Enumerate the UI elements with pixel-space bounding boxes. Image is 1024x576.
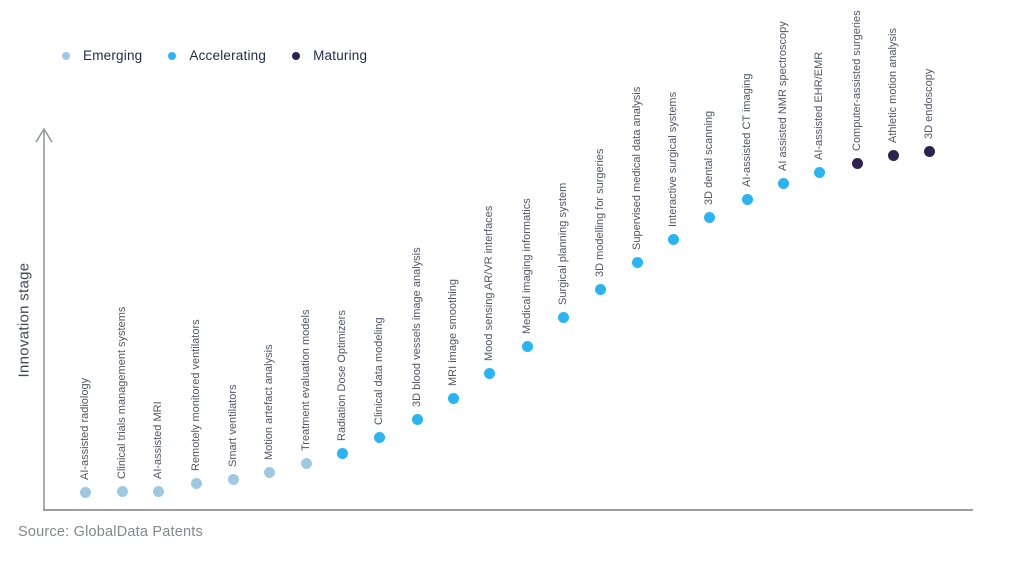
y-axis-arrow-icon xyxy=(35,127,53,143)
data-point xyxy=(373,431,385,443)
data-point-label: 3D blood vessels image analysis xyxy=(411,247,423,407)
legend-label-emerging: Emerging xyxy=(83,48,143,63)
data-point-label: Clinical data modeling xyxy=(373,317,385,425)
data-point-label: Supervised medical data analysis xyxy=(631,86,643,250)
emerging-dot-icon xyxy=(62,51,70,60)
data-point xyxy=(703,211,715,223)
data-point-label: Radiation Dose Optimizers xyxy=(336,310,348,441)
data-point-label: Smart ventilators xyxy=(227,384,239,467)
legend-item-accelerating: Accelerating xyxy=(168,48,266,63)
data-point xyxy=(667,233,679,245)
data-point-label: Treatment evaluation models xyxy=(300,309,312,451)
data-point xyxy=(851,157,863,169)
data-point-label: AI-assisted MRI xyxy=(152,401,164,479)
data-point xyxy=(447,392,459,404)
data-point-label: 3D modelling for surgeries xyxy=(594,148,606,277)
legend-item-emerging: Emerging xyxy=(62,48,142,63)
data-point-label: AI-assisted EHR/EMR xyxy=(813,51,825,160)
data-point xyxy=(190,477,202,489)
data-point xyxy=(521,340,533,352)
data-point xyxy=(813,166,825,178)
data-point-label: AI-assisted CT imaging xyxy=(741,73,753,187)
source-note: Source: GlobalData Patents xyxy=(18,524,203,540)
data-point-label: Surgical planning system xyxy=(557,182,569,305)
data-point-label: MRI image smoothing xyxy=(447,279,459,386)
data-point-label: AI assisted NMR spectroscopy xyxy=(777,21,789,171)
data-point xyxy=(263,466,275,478)
data-point xyxy=(152,485,164,497)
legend-label-accelerating: Accelerating xyxy=(189,48,267,63)
data-point xyxy=(300,457,312,469)
data-point xyxy=(923,145,935,157)
data-point-label: Mood sensing AR/VR interfaces xyxy=(483,205,495,361)
data-point-label: 3D dental scanning xyxy=(703,110,715,205)
data-point-label: Computer-assisted surgeries xyxy=(851,10,863,151)
data-point xyxy=(557,311,569,323)
data-point-label: Motion artefact analysis xyxy=(263,344,275,460)
data-point xyxy=(79,486,91,498)
data-point xyxy=(411,413,423,425)
legend-item-maturing: Maturing xyxy=(292,48,367,63)
accelerating-dot-icon xyxy=(168,51,177,60)
data-point xyxy=(227,473,239,485)
legend: Emerging Accelerating Maturing xyxy=(62,48,367,63)
data-point xyxy=(483,367,495,379)
data-point-label: AI-assisted radiology xyxy=(79,377,91,480)
maturing-dot-icon xyxy=(292,51,301,60)
data-point xyxy=(777,177,789,189)
data-point xyxy=(336,447,348,459)
y-axis-title: Innovation stage xyxy=(15,262,33,378)
data-point-label: 3D endoscopy xyxy=(923,68,935,139)
data-point xyxy=(594,283,606,295)
data-point xyxy=(631,256,643,268)
data-point-label: Clinical trials management systems xyxy=(116,306,128,479)
data-point-label: Interactive surgical systems xyxy=(667,91,679,227)
data-point xyxy=(741,193,753,205)
data-point-label: Athletic motion analysis xyxy=(887,28,899,143)
data-point-label: Medical imaging informatics xyxy=(521,198,533,334)
data-point-label: Remotely monitored ventilators xyxy=(190,319,202,471)
data-point xyxy=(116,485,128,497)
data-point xyxy=(887,149,899,161)
legend-label-maturing: Maturing xyxy=(313,48,368,63)
